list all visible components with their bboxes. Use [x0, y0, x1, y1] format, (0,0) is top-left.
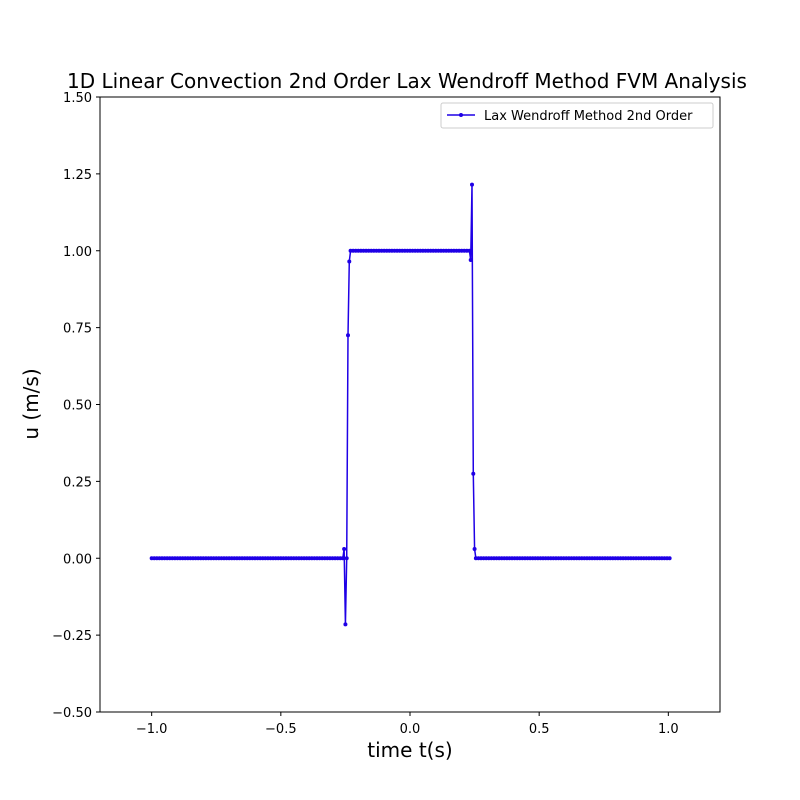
x-tick-label: −0.5 [265, 722, 297, 737]
y-tick-label: −0.25 [52, 629, 92, 644]
y-tick-label: 1.50 [63, 91, 92, 106]
x-tick-label: 0.5 [529, 722, 550, 737]
axes-frame [99, 96, 721, 713]
data-point [344, 556, 349, 561]
chart-title: 1D Linear Convection 2nd Order Lax Wendr… [67, 69, 747, 93]
x-tick-label: 1.0 [658, 722, 679, 737]
data-point [468, 257, 473, 262]
x-tick-label: 0.0 [400, 722, 421, 737]
y-tick-label: 1.25 [63, 168, 92, 183]
y-tick-label: 1.00 [63, 245, 92, 260]
legend-entry-label: Lax Wendroff Method 2nd Order [484, 109, 693, 124]
data-point [343, 622, 348, 627]
data-point [471, 471, 476, 476]
legend-marker-sample [459, 113, 463, 117]
data-point [346, 333, 350, 338]
data-point [470, 182, 474, 187]
y-axis-ticks: −0.50 −0.25 0.00 0.25 0.50 0.75 1.00 1.25 1.50 [52, 91, 100, 721]
data-layer [149, 182, 672, 627]
data-point [340, 556, 345, 561]
x-axis-label: time t(s) [367, 738, 452, 762]
data-point [467, 248, 472, 253]
legend: Lax Wendroff Method 2nd Order [440, 102, 714, 129]
plot-area: −1.0 −0.5 0.0 0.5 1.0 −0.50 −0.25 0.00 0.25 0.50… [52, 91, 721, 737]
y-axis-label: u (m/s) [19, 368, 43, 439]
x-tick-label: −1.0 [136, 722, 168, 737]
data-point [347, 259, 352, 264]
y-tick-label: 0.50 [63, 399, 92, 414]
legend-box [440, 102, 714, 129]
y-tick-label: −0.50 [52, 706, 92, 721]
data-point [342, 547, 347, 552]
y-tick-label: 0.75 [63, 322, 92, 337]
data-point [472, 547, 477, 552]
y-tick-label: 0.00 [63, 552, 92, 567]
data-point [667, 556, 672, 561]
x-axis-ticks: −1.0 −0.5 0.0 0.5 1.0 [136, 712, 679, 737]
y-tick-label: 0.25 [63, 475, 92, 490]
